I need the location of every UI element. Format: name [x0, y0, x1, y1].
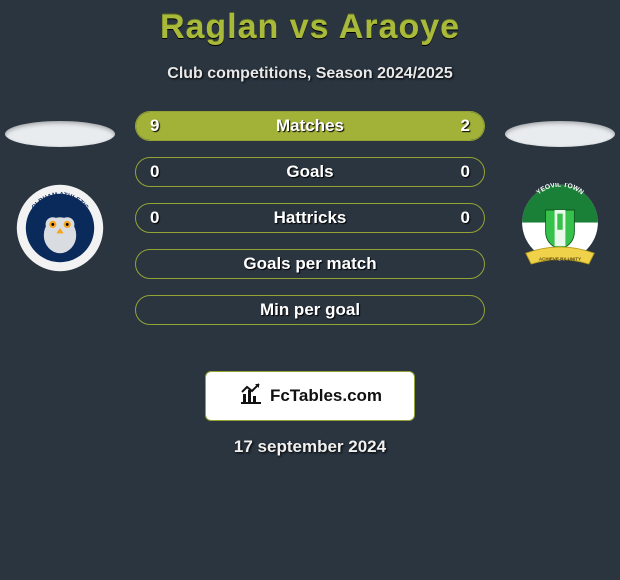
comparison-bars: 92Matches 00Goals 00Hattricks Goals per mat… — [135, 111, 485, 341]
team-right-name-oval — [505, 121, 615, 147]
bar-label: Goals per match — [136, 250, 484, 278]
bar-label: Goals — [136, 158, 484, 186]
bar-label: Hattricks — [136, 204, 484, 232]
team-right-crest: YEOVIL TOWNACHIEVE BY UNITY — [515, 183, 605, 273]
comparison-bar: Min per goal — [135, 295, 485, 325]
date-text: 17 september 2024 — [0, 437, 620, 457]
comparison-arena: OLDHAM ATHLETIC YEOVIL TOWNACHIEVE BY UN… — [0, 111, 620, 361]
team-left-crest: OLDHAM ATHLETIC — [15, 183, 105, 273]
team-left-column: OLDHAM ATHLETIC — [5, 121, 115, 273]
watermark-text: FcTables.com — [270, 386, 382, 406]
comparison-bar: Goals per match — [135, 249, 485, 279]
svg-text:ACHIEVE BY UNITY: ACHIEVE BY UNITY — [539, 256, 581, 261]
watermark-badge: FcTables.com — [205, 371, 415, 421]
subtitle: Club competitions, Season 2024/2025 — [0, 65, 620, 83]
team-left-name-oval — [5, 121, 115, 147]
comparison-bar: 92Matches — [135, 111, 485, 141]
bar-label: Min per goal — [136, 296, 484, 324]
bar-label: Matches — [136, 112, 484, 140]
page-title: Raglan vs Araoye — [0, 0, 620, 47]
comparison-bar: 00Hattricks — [135, 203, 485, 233]
comparison-bar: 00Goals — [135, 157, 485, 187]
chart-icon — [238, 382, 264, 411]
team-right-column: YEOVIL TOWNACHIEVE BY UNITY — [505, 121, 615, 273]
